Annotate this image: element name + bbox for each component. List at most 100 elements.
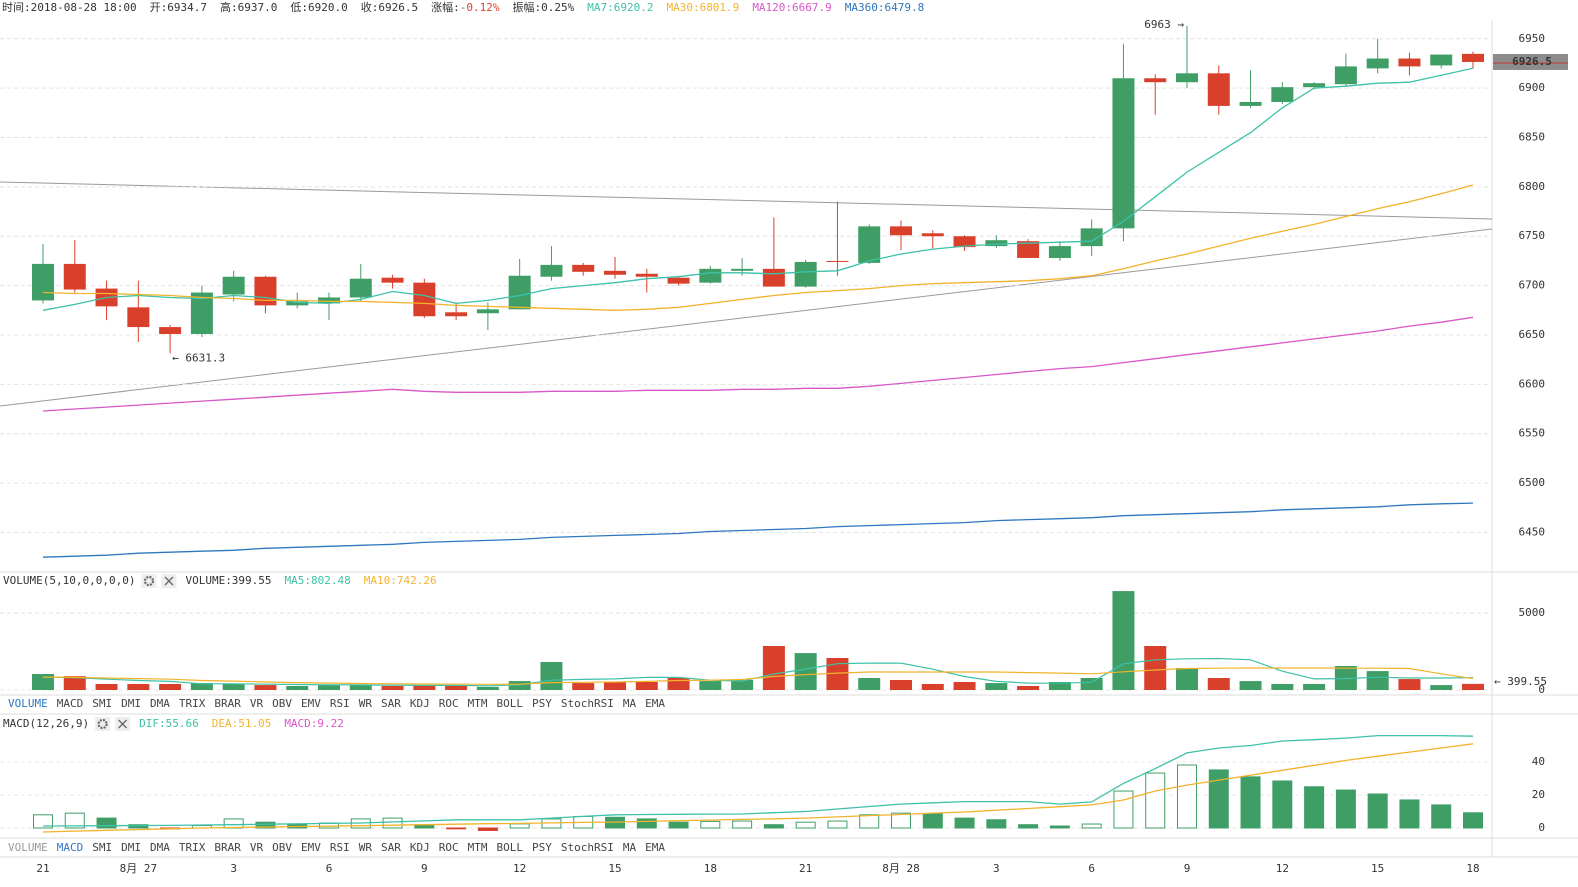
volume-bar <box>1207 678 1230 690</box>
indicator-tab[interactable]: DMI <box>121 697 141 710</box>
volume-bar <box>222 684 245 690</box>
indicator-tab[interactable]: SAR <box>381 841 401 854</box>
indicator-tab[interactable]: EMA <box>645 841 665 854</box>
y-tick-label: 6500 <box>1519 476 1546 489</box>
indicator-tab[interactable]: DMI <box>121 841 141 854</box>
macd-bar <box>477 827 498 831</box>
volume-bar <box>381 686 404 690</box>
x-tick-label: 15 <box>608 862 621 875</box>
y-tick-label: 6600 <box>1519 377 1546 390</box>
indicator-tab[interactable]: BRAR <box>214 697 241 710</box>
candle-body <box>63 263 86 290</box>
indicator-tab[interactable]: EMV <box>301 841 321 854</box>
legend-item: MA360:6479.8 <box>845 1 924 14</box>
indicator-tab[interactable]: OBV <box>272 841 292 854</box>
indicator-tab[interactable]: SMI <box>92 697 112 710</box>
indicator-tab[interactable]: VOLUME <box>8 697 48 710</box>
legend-item: DEA:51.05 <box>212 717 272 730</box>
volume-bar <box>286 686 309 690</box>
indicator-tab[interactable]: TRIX <box>179 697 206 710</box>
indicator-tab-part: SAR <box>381 841 401 854</box>
last-price-label: 6926.5 <box>1512 55 1552 68</box>
indicator-tab[interactable]: MACD <box>57 841 84 854</box>
y-tick-label: 0 <box>1538 683 1545 696</box>
settings-icon[interactable] <box>95 717 111 731</box>
indicator-tab[interactable]: StochRSI <box>561 841 614 854</box>
volume-bar <box>254 685 277 690</box>
indicator-tab[interactable]: BRAR <box>214 841 241 854</box>
indicator-tab[interactable]: WR <box>359 697 373 710</box>
volume-bar <box>1112 591 1135 690</box>
macd-bar <box>1145 772 1166 829</box>
panel-current-part: VOLUME:399.55 <box>185 574 271 587</box>
indicator-tab[interactable]: KDJ <box>410 697 430 710</box>
legend-item: MA120:6667.9 <box>752 1 831 14</box>
candle-body <box>381 277 404 283</box>
candle-body <box>1017 241 1040 258</box>
indicator-tab[interactable]: SAR <box>381 697 401 710</box>
y-tick-label: 6900 <box>1519 81 1546 94</box>
header-item-part: 6920.0 <box>308 1 348 14</box>
indicator-tab[interactable]: VR <box>250 841 264 854</box>
ma-line <box>42 184 1474 311</box>
indicator-tab[interactable]: EMA <box>645 697 665 710</box>
candle-body <box>222 276 245 295</box>
settings-icon[interactable] <box>141 574 157 588</box>
x-tick-label: 9 <box>421 862 428 875</box>
candle-body <box>508 275 531 310</box>
volume-bar <box>1398 679 1421 690</box>
macd-bar <box>1335 789 1356 829</box>
x-tick-label: 18 <box>704 862 717 875</box>
volume-bar <box>794 653 817 690</box>
indicator-tab[interactable]: EMV <box>301 697 321 710</box>
indicator-tab-part: SMI <box>92 697 112 710</box>
indicator-tab-part: MA <box>623 697 637 710</box>
legend-item-part: MA5:802.48 <box>285 574 351 587</box>
indicator-tab[interactable]: MTM <box>468 697 488 710</box>
indicator-tab[interactable]: MTM <box>468 841 488 854</box>
candle-body <box>1430 54 1453 66</box>
indicator-tab[interactable]: PSY <box>532 841 552 854</box>
x-tick-label: 21 <box>799 862 812 875</box>
x-tick-label: 12 <box>1276 862 1289 875</box>
header-item: 收:6926.5 <box>361 0 418 14</box>
candle-body <box>572 264 595 272</box>
macd-bar <box>636 818 657 829</box>
indicator-tab[interactable]: DMA <box>150 841 170 854</box>
indicator-tab[interactable]: MA <box>623 697 637 710</box>
y-tick-label: 20 <box>1532 788 1545 801</box>
macd-bar <box>255 821 276 829</box>
volume-bar <box>826 658 849 690</box>
indicator-tab[interactable]: ROC <box>439 697 459 710</box>
y-tick-label: 6800 <box>1519 180 1546 193</box>
candle-body <box>254 276 277 306</box>
indicator-tab[interactable]: PSY <box>532 697 552 710</box>
indicator-tab[interactable]: KDJ <box>410 841 430 854</box>
indicator-tab[interactable]: BOLL <box>497 697 524 710</box>
indicator-tab[interactable]: SMI <box>92 841 112 854</box>
indicator-tab[interactable]: MA <box>623 841 637 854</box>
y-tick-label: 6950 <box>1519 32 1546 45</box>
candle-body <box>318 297 340 304</box>
indicator-tab[interactable]: RSI <box>330 697 350 710</box>
y-tick-label: 6750 <box>1519 229 1546 242</box>
volume-bar <box>540 662 563 690</box>
header-item-part: 6937.0 <box>238 1 278 14</box>
macd-bar <box>668 821 689 829</box>
indicator-tab[interactable]: VR <box>250 697 264 710</box>
indicator-tab[interactable]: OBV <box>272 697 292 710</box>
indicator-tab[interactable]: RSI <box>330 841 350 854</box>
indicator-tab[interactable]: TRIX <box>179 841 206 854</box>
indicator-tab[interactable]: BOLL <box>497 841 524 854</box>
indicator-tab[interactable]: ROC <box>439 841 459 854</box>
indicator-tab[interactable]: MACD <box>57 697 84 710</box>
indicator-tab-part: EMV <box>301 841 321 854</box>
ma-line <box>42 667 1474 685</box>
panel-title: VOLUME(5,10,0,0,0,0) <box>3 574 135 587</box>
header-item: 振幅:0.25% <box>512 0 574 14</box>
indicator-tab[interactable]: StochRSI <box>561 697 614 710</box>
indicator-tab-part: BOLL <box>497 697 524 710</box>
indicator-tab[interactable]: DMA <box>150 697 170 710</box>
indicator-tab[interactable]: WR <box>359 841 373 854</box>
indicator-tab[interactable]: VOLUME <box>8 841 48 854</box>
